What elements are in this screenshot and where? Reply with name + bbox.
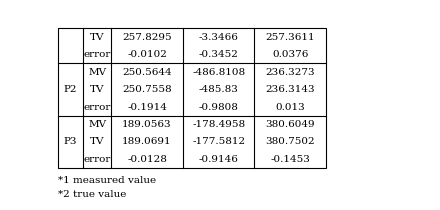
Text: -0.0128: -0.0128 xyxy=(127,155,167,164)
Text: TV: TV xyxy=(90,85,104,94)
Text: P2: P2 xyxy=(64,85,77,94)
Text: TV: TV xyxy=(90,138,104,146)
Text: 0.0376: 0.0376 xyxy=(272,50,308,59)
Text: -0.1914: -0.1914 xyxy=(127,102,167,112)
Text: 380.6049: 380.6049 xyxy=(265,120,315,129)
Text: 236.3143: 236.3143 xyxy=(265,85,315,94)
Text: 257.3611: 257.3611 xyxy=(265,33,315,42)
Text: -0.1453: -0.1453 xyxy=(270,155,310,164)
Text: 250.7558: 250.7558 xyxy=(122,85,172,94)
Text: -0.3452: -0.3452 xyxy=(199,50,238,59)
Text: -485.83: -485.83 xyxy=(199,85,238,94)
Text: 236.3273: 236.3273 xyxy=(265,68,315,77)
Text: P3: P3 xyxy=(64,138,77,146)
Text: -177.5812: -177.5812 xyxy=(192,138,245,146)
Text: -0.9808: -0.9808 xyxy=(199,102,238,112)
Text: -0.9146: -0.9146 xyxy=(199,155,238,164)
Text: 189.0563: 189.0563 xyxy=(122,120,172,129)
Text: -178.4958: -178.4958 xyxy=(192,120,245,129)
Text: -3.3466: -3.3466 xyxy=(199,33,238,42)
Text: 257.8295: 257.8295 xyxy=(122,33,172,42)
Text: 250.5644: 250.5644 xyxy=(122,68,172,77)
Text: MV: MV xyxy=(88,120,106,129)
Bar xyxy=(59,28,326,168)
Text: *2 true value: *2 true value xyxy=(59,190,127,199)
Text: 380.7502: 380.7502 xyxy=(265,138,315,146)
Text: MV: MV xyxy=(88,68,106,77)
Text: -486.8108: -486.8108 xyxy=(192,68,245,77)
Text: error: error xyxy=(84,155,111,164)
Text: 189.0691: 189.0691 xyxy=(122,138,172,146)
Text: -0.0102: -0.0102 xyxy=(127,50,167,59)
Text: *1 measured value: *1 measured value xyxy=(59,176,157,185)
Text: 0.013: 0.013 xyxy=(275,102,305,112)
Text: error: error xyxy=(84,50,111,59)
Text: error: error xyxy=(84,102,111,112)
Text: TV: TV xyxy=(90,33,104,42)
